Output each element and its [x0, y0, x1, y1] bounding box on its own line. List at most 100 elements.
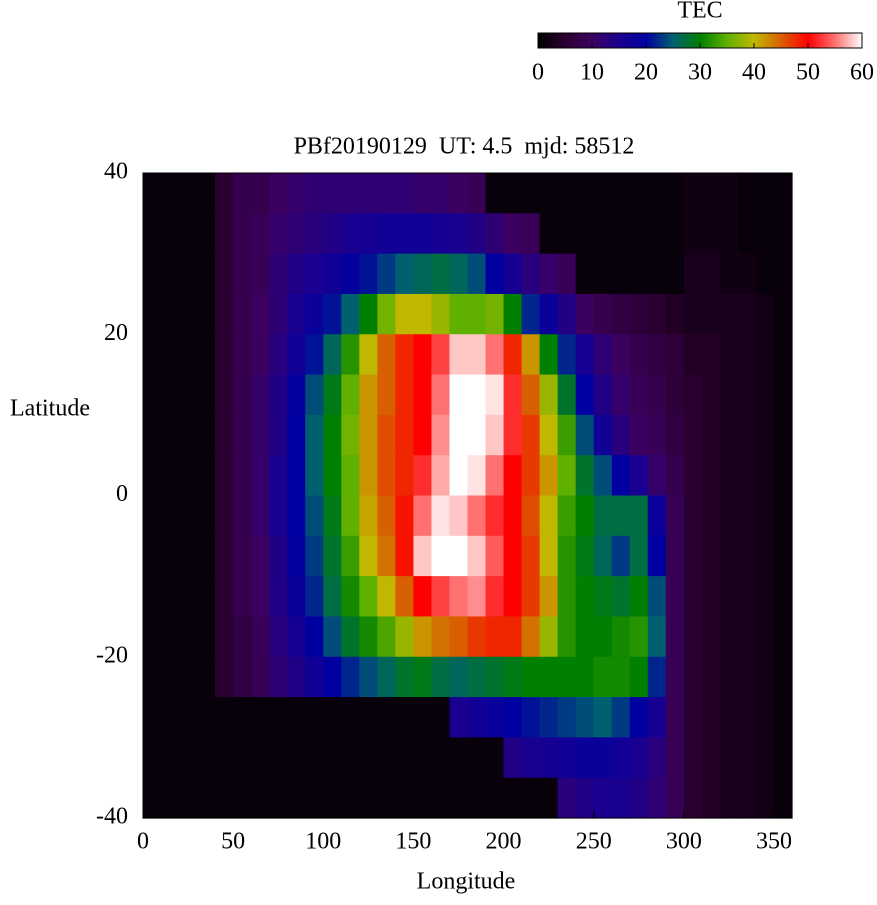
heatmap-cell — [449, 777, 469, 819]
heatmap-cell — [467, 293, 487, 335]
heatmap-cell — [395, 213, 415, 255]
heatmap-cell — [431, 334, 451, 376]
heatmap-cell — [161, 334, 180, 376]
heatmap-cell — [323, 616, 342, 658]
x-tick-label: 300 — [666, 829, 702, 855]
heatmap-cell — [737, 535, 757, 577]
chart-title: PBf20190129 UT: 4.5 mjd: 58512 — [294, 134, 635, 160]
heatmap-cell — [719, 697, 739, 738]
heatmap-cell — [287, 777, 306, 819]
heatmap-cell — [521, 777, 541, 819]
heatmap-cell — [593, 616, 613, 658]
heatmap-cell — [359, 535, 378, 577]
heatmap-cell — [287, 334, 306, 376]
heatmap-cell — [701, 374, 721, 416]
heatmap-cell — [629, 293, 649, 335]
heatmap-cell — [485, 495, 505, 537]
heatmap-cell — [539, 535, 559, 577]
y-tick-label: 0 — [116, 481, 128, 507]
heatmap-cell — [143, 576, 162, 618]
heatmap-cell — [323, 293, 342, 335]
heatmap-cell — [593, 455, 613, 497]
heatmap-cell — [521, 656, 541, 698]
heatmap-cell — [629, 495, 649, 537]
heatmap-cell — [575, 213, 595, 255]
heatmap-cell — [755, 173, 775, 214]
heatmap-cell — [611, 414, 631, 456]
heatmap-cell — [161, 213, 180, 255]
heatmap-cell — [413, 455, 433, 497]
heatmap-cell — [503, 656, 523, 698]
heatmap-cell — [305, 777, 324, 819]
heatmap-cell — [701, 414, 721, 456]
heatmap-cell — [701, 777, 721, 819]
heatmap-cell — [287, 656, 306, 698]
heatmap-cell — [557, 576, 577, 618]
heatmap-cell — [467, 213, 487, 255]
heatmap-cell — [701, 576, 721, 618]
heatmap-cell — [701, 293, 721, 335]
heatmap-cell — [701, 253, 721, 295]
heatmap-cell — [521, 414, 541, 456]
heatmap-cell — [161, 656, 180, 698]
heatmap-cell — [647, 253, 667, 295]
heatmap-cell — [179, 374, 198, 416]
heatmap-cell — [413, 616, 433, 658]
heatmap-cell — [359, 455, 378, 497]
heatmap-cell — [323, 173, 342, 214]
heatmap-cell — [629, 535, 649, 577]
heatmap-cell — [233, 293, 252, 335]
heatmap-cell — [647, 737, 667, 779]
heatmap-cell — [431, 253, 451, 295]
heatmap-cell — [557, 777, 577, 819]
heatmap-cell — [395, 777, 415, 819]
heatmap-cell — [611, 535, 631, 577]
heatmap-cell — [359, 697, 378, 738]
heatmap-cell — [413, 777, 433, 819]
heatmap-cell — [233, 213, 252, 255]
heatmap-cell — [215, 253, 234, 295]
heatmap-cell — [305, 697, 324, 738]
heatmap-cell — [143, 173, 162, 214]
heatmap-cell — [251, 374, 270, 416]
heatmap-cell — [215, 535, 234, 577]
heatmap-cell — [737, 455, 757, 497]
heatmap-cell — [737, 334, 757, 376]
heatmap-cell — [755, 656, 775, 698]
heatmap-cell — [647, 293, 667, 335]
heatmap-cell — [521, 535, 541, 577]
heatmap-cell — [197, 697, 216, 738]
heatmap-cell — [665, 293, 685, 335]
heatmap-cell — [341, 213, 360, 255]
heatmap-cell — [161, 576, 180, 618]
colorbar-tick-label: 30 — [688, 60, 712, 86]
heatmap-cell — [773, 213, 793, 255]
heatmap-cell — [647, 777, 667, 819]
heatmap-cell — [629, 576, 649, 618]
heatmap-cell — [539, 616, 559, 658]
heatmap-cell — [143, 697, 162, 738]
heatmap-cell — [485, 334, 505, 376]
heatmap-cell — [143, 455, 162, 497]
heatmap-cell — [287, 697, 306, 738]
heatmap-cell — [629, 253, 649, 295]
heatmap-cell — [629, 737, 649, 779]
heatmap-cell — [323, 213, 342, 255]
heatmap-cell — [233, 495, 252, 537]
heatmap-cell — [305, 374, 324, 416]
heatmap-cell — [251, 414, 270, 456]
heatmap-cell — [305, 173, 324, 214]
heatmap-cell — [197, 656, 216, 698]
heatmap-cell — [161, 616, 180, 658]
heatmap-cell — [287, 253, 306, 295]
heatmap-cell — [323, 576, 342, 618]
heatmap-cell — [161, 495, 180, 537]
heatmap-cell — [503, 293, 523, 335]
heatmap-cell — [467, 455, 487, 497]
heatmap-cell — [215, 777, 234, 819]
heatmap-cell — [179, 535, 198, 577]
heatmap-cell — [377, 576, 396, 618]
heatmap-cell — [719, 495, 739, 537]
heatmap-cell — [269, 253, 288, 295]
